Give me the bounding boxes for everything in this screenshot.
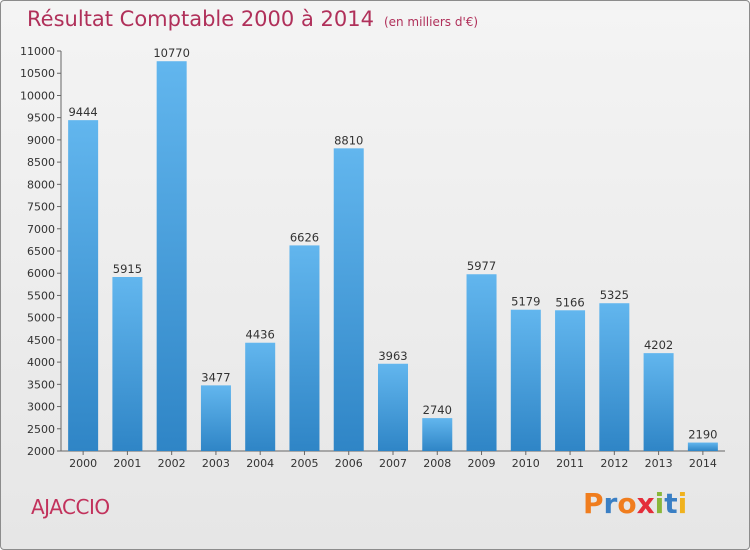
- y-tick-label: 6000: [27, 267, 55, 280]
- data-label-2003: 3477: [201, 370, 230, 384]
- bar-2014: [687, 442, 718, 451]
- bar-2003: [200, 385, 231, 451]
- data-label-2006: 8810: [334, 133, 363, 147]
- x-tick-label-2003: 2003: [202, 457, 230, 470]
- y-tick-label: 7500: [27, 201, 55, 214]
- y-tick-label: 9000: [27, 134, 55, 147]
- x-tick-label-2008: 2008: [423, 457, 451, 470]
- logo-letter: i: [677, 487, 688, 520]
- y-tick-label: 7000: [27, 223, 55, 236]
- bar-2006: [333, 148, 364, 452]
- x-tick-label-2000: 2000: [69, 457, 97, 470]
- data-label-2000: 9444: [68, 105, 97, 119]
- data-label-2011: 5166: [555, 295, 584, 309]
- bar-2000: [68, 120, 99, 452]
- data-label-2002: 10770: [153, 46, 190, 60]
- bar-2012: [599, 303, 630, 451]
- y-tick-label: 6500: [27, 245, 55, 258]
- x-tick-label-2006: 2006: [335, 457, 363, 470]
- y-tick-label: 10500: [20, 67, 55, 80]
- x-tick-label-2001: 2001: [113, 457, 141, 470]
- y-tick-label: 3000: [27, 401, 55, 414]
- y-tick-label: 8000: [27, 178, 55, 191]
- data-label-2001: 5915: [113, 262, 142, 276]
- y-tick-label: 4500: [27, 334, 55, 347]
- x-tick-label-2013: 2013: [645, 457, 673, 470]
- chart-title: Résultat Comptable 2000 à 2014: [27, 7, 374, 31]
- chart-y-ticks: 2000 2500 3000 3500 4000 4500 5000 5500 6000 6500…: [20, 45, 61, 458]
- logo-letter: P: [583, 487, 604, 520]
- y-tick-label: 10000: [20, 89, 55, 102]
- y-tick-label: 4000: [27, 356, 55, 369]
- y-tick-label: 9500: [27, 112, 55, 125]
- data-label-2013: 4202: [644, 338, 673, 352]
- x-tick-label-2014: 2014: [689, 457, 717, 470]
- bar-2008: [422, 418, 453, 451]
- bar-2004: [245, 342, 276, 451]
- chart-bars: [68, 61, 718, 452]
- data-label-2004: 4436: [246, 328, 275, 342]
- data-label-2005: 6626: [290, 230, 319, 244]
- y-tick-label: 2000: [27, 445, 55, 458]
- data-label-2010: 5179: [511, 295, 540, 309]
- data-label-2007: 3963: [378, 349, 407, 363]
- bar-2002: [156, 61, 187, 451]
- x-tick-label-2012: 2012: [600, 457, 628, 470]
- data-label-2014: 2190: [688, 428, 717, 442]
- bar-2010: [510, 309, 541, 451]
- city-name: AJACCIO: [31, 495, 110, 519]
- y-tick-label: 8500: [27, 156, 55, 169]
- chart-data-labels: 9444 5915 10770 3477 4436 6626 8810 3963 2740 597…: [68, 46, 717, 441]
- logo-letter: x: [636, 487, 655, 520]
- bar-2001: [112, 277, 143, 451]
- y-tick-label: 3500: [27, 378, 55, 391]
- y-tick-label: 11000: [20, 45, 55, 58]
- chart-x-ticks: 2000 2001 2002 2003 2004 2005 2006 2007 2008 2009…: [69, 451, 717, 470]
- bar-2007: [378, 363, 408, 451]
- y-tick-label: 5500: [27, 289, 55, 302]
- data-label-2009: 5977: [467, 259, 496, 273]
- proxiti-logo[interactable]: Proxiti: [583, 487, 687, 520]
- chart-subtitle: (en milliers d'€): [383, 15, 479, 29]
- bar-2009: [466, 274, 497, 451]
- x-tick-label-2002: 2002: [158, 457, 186, 470]
- data-label-2012: 5325: [600, 288, 629, 302]
- x-tick-label-2011: 2011: [556, 457, 584, 470]
- bar-2013: [643, 353, 674, 451]
- x-tick-label-2009: 2009: [468, 457, 496, 470]
- x-tick-label-2004: 2004: [246, 457, 274, 470]
- chart-title-block: Résultat Comptable 2000 à 2014 (en millie…: [27, 7, 478, 31]
- x-tick-label-2010: 2010: [512, 457, 540, 470]
- logo-letter: o: [617, 487, 637, 520]
- x-tick-label-2007: 2007: [379, 457, 407, 470]
- logo-letter: r: [603, 487, 618, 520]
- y-tick-label: 2500: [27, 423, 55, 436]
- logo-letter: t: [664, 487, 678, 520]
- x-tick-label-2005: 2005: [290, 457, 318, 470]
- data-label-2008: 2740: [423, 403, 452, 417]
- bar-2005: [289, 245, 320, 451]
- logo-letter: i: [654, 487, 665, 520]
- bar-2011: [555, 310, 586, 451]
- y-tick-label: 5000: [27, 312, 55, 325]
